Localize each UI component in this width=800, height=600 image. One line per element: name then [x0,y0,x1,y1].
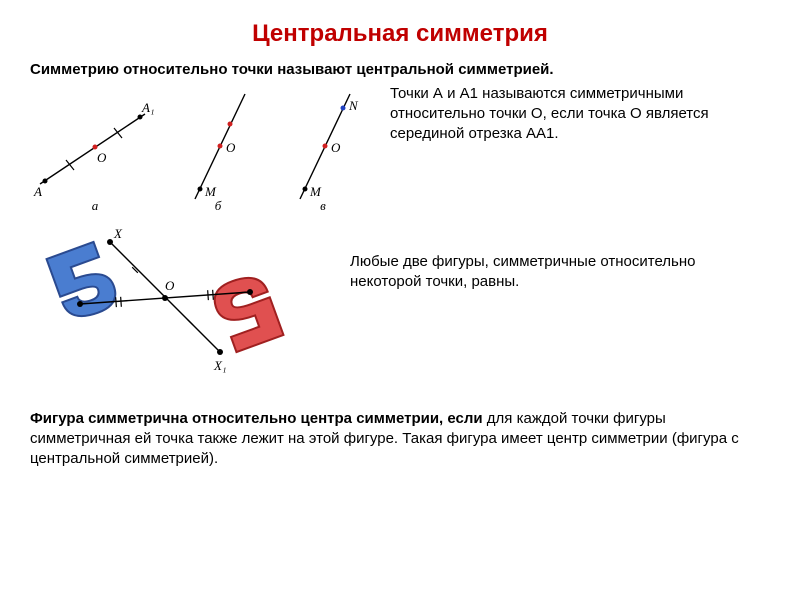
final-bold: Фигура симметрична относительно центра с… [30,410,487,427]
lead-definition: Симметрию относительно точки называют це… [30,60,770,80]
label-X1: X₁ [213,358,226,373]
label-O-b: O [226,140,236,155]
label-A1: A₁ [141,100,154,115]
final-definition: Фигура симметрична относительно центра с… [30,409,770,470]
label-A: A [33,184,42,199]
top-diagrams: A O A₁ а M O б M O N в [30,84,370,214]
para-figures-equal: Любые две фигуры, симметричные относител… [330,222,770,293]
label-M-b: M [204,184,217,199]
caption-v: в [320,198,326,213]
caption-b: б [215,198,222,213]
caption-a: а [92,198,99,213]
diagram-a: A O A₁ а [30,84,160,214]
page-title: Центральная симметрия [30,20,770,48]
diagram-b: M O б [170,84,265,214]
label-M-v: M [309,184,322,199]
label-O-v: O [331,140,341,155]
diagram-figures: X O X₁ [30,222,330,397]
diagram-v: M O N в [275,84,370,214]
label-N: N [348,98,359,113]
para-definition-points: Точки А и А1 называются симметричными от… [370,84,770,145]
label-O: O [97,150,107,165]
label-X: X [113,226,123,241]
label-O-fig: O [165,278,175,293]
